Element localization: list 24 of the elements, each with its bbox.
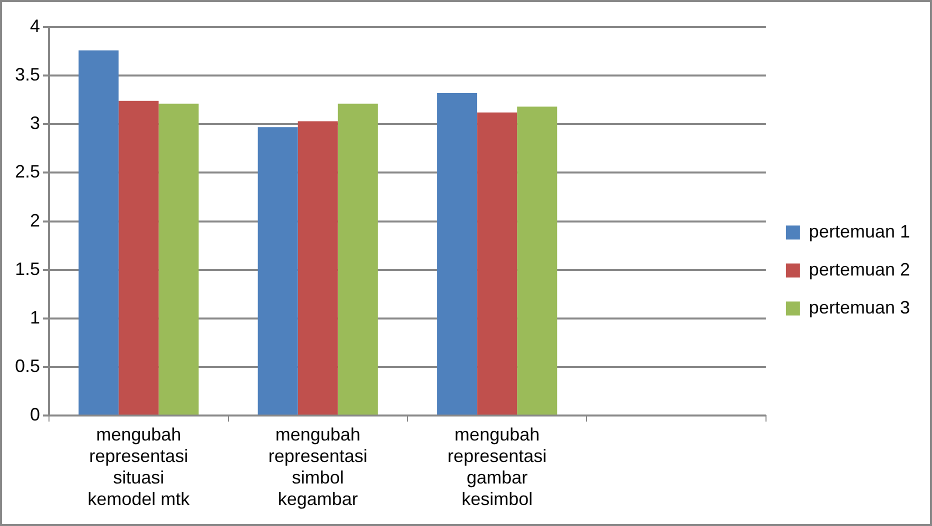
y-tick-label: 0 xyxy=(30,404,40,425)
bar xyxy=(477,112,518,415)
y-tick-label: 1.5 xyxy=(14,258,40,279)
x-tick-label: mengubah representasi simbol kegambar xyxy=(268,424,368,510)
legend-label: pertemuan 1 xyxy=(808,221,910,242)
y-tick-label: 1 xyxy=(30,307,40,328)
x-tick-label: mengubah representasi situasi kemodel mtk xyxy=(88,424,191,510)
y-tick-label: 4 xyxy=(30,16,40,36)
bar xyxy=(158,104,199,415)
y-tick-label: 3 xyxy=(30,113,40,134)
y-tick-label: 2 xyxy=(30,210,40,230)
bar xyxy=(437,93,478,415)
bar xyxy=(258,127,298,415)
bar xyxy=(298,121,338,415)
legend-label: pertemuan 3 xyxy=(808,297,910,318)
bar xyxy=(118,100,159,415)
legend-label: pertemuan 2 xyxy=(808,259,910,280)
y-tick-label: 3.5 xyxy=(14,64,40,85)
x-tick-label: mengubah representasi gambar kesimbol xyxy=(448,424,547,510)
bar xyxy=(78,50,119,415)
y-tick-label: 2.5 xyxy=(14,162,40,182)
bar xyxy=(338,104,378,415)
y-tick-label: 0.5 xyxy=(14,356,40,376)
bar xyxy=(517,106,558,415)
